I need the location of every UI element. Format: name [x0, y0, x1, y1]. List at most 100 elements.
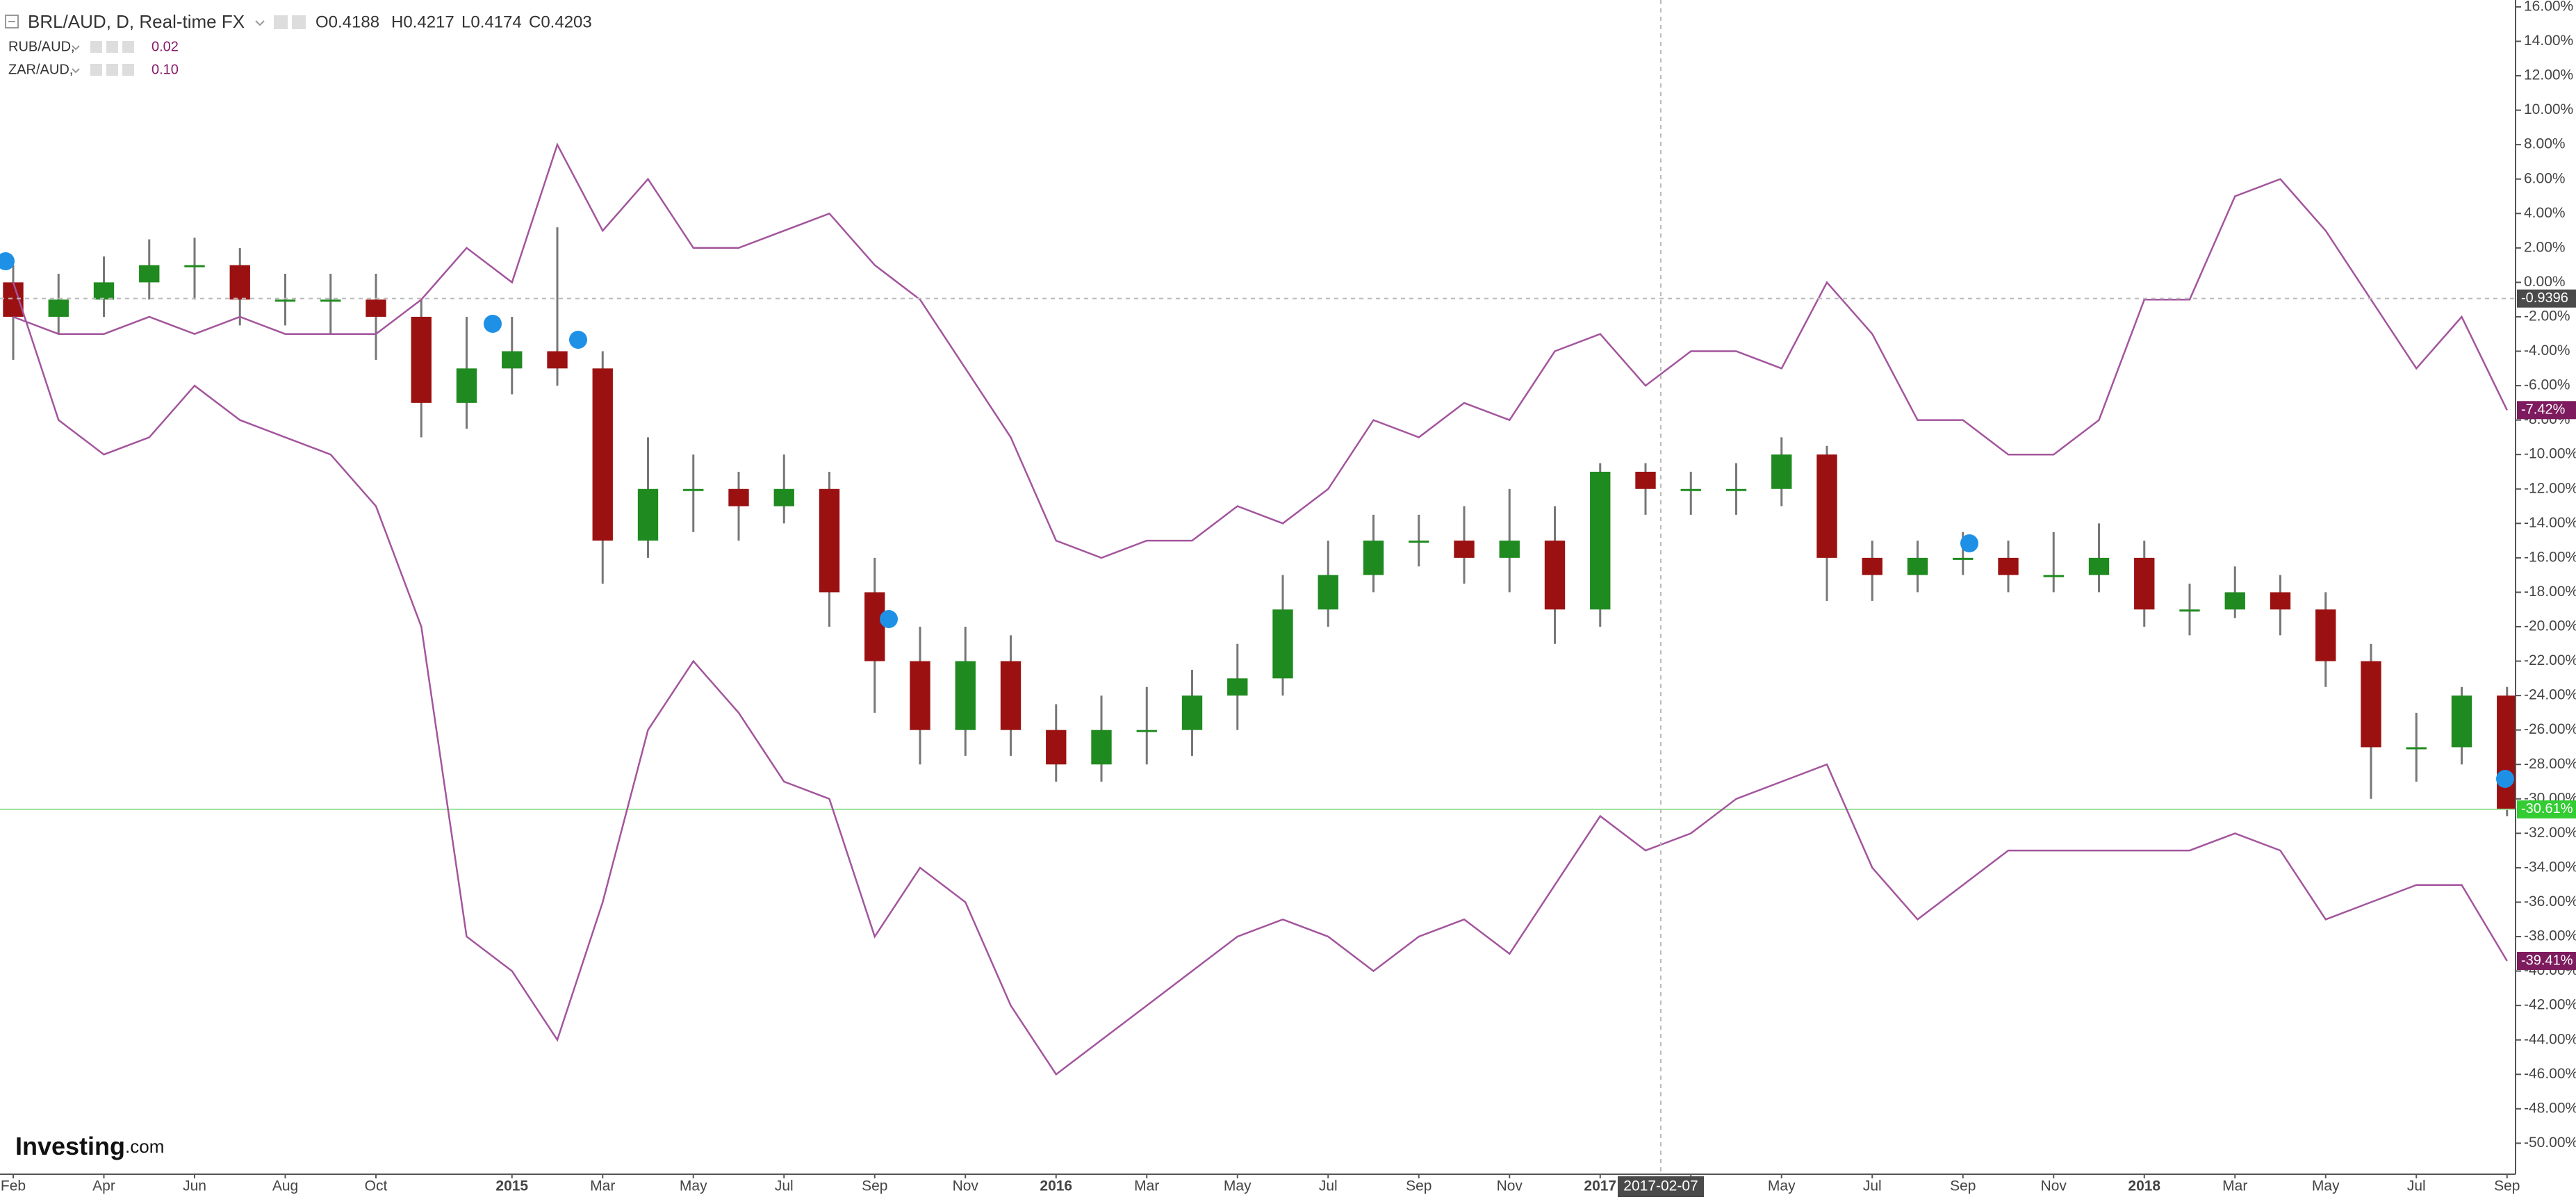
ohlc-low: L0.4174	[461, 13, 522, 31]
candle-body	[274, 299, 296, 302]
collapse-button[interactable]	[5, 15, 19, 28]
brand-logo: Investing.com	[15, 1132, 164, 1160]
y-tick-label: 12.00%	[2524, 67, 2573, 83]
pin[interactable]	[880, 610, 898, 628]
x-tick-label: Jul	[775, 1178, 794, 1194]
y-tick-label: -32.00%	[2524, 825, 2576, 841]
y-tick-label: -18.00%	[2524, 584, 2576, 600]
x-tick-label: Nov	[953, 1178, 979, 1194]
y-tick-label: 2.00%	[2524, 239, 2566, 255]
pin[interactable]	[569, 331, 587, 349]
x-tick-label: Jul	[1319, 1178, 1338, 1194]
y-tick-label: 8.00%	[2524, 136, 2566, 152]
candle-body	[139, 265, 160, 283]
ohlc-open: O0.4188	[315, 13, 379, 31]
candle-body	[1590, 471, 1611, 610]
price-axis-panel	[2516, 0, 2576, 1199]
dropdown[interactable]	[72, 68, 80, 74]
x-tick-label: Aug	[272, 1178, 298, 1194]
settings-button[interactable]	[106, 41, 118, 53]
candle-body	[1409, 541, 1429, 543]
series-line	[12, 282, 2508, 1076]
y-tick-label: 16.00%	[2524, 0, 2573, 14]
x-tick-label: Nov	[1497, 1178, 1523, 1194]
series-value: 0.02	[151, 39, 179, 54]
candle-body	[864, 592, 885, 661]
ohlc-high: H0.4217	[391, 13, 454, 31]
candle-body	[2361, 661, 2381, 748]
main-series-name: BRL/AUD, D, Real-time FX	[28, 11, 245, 32]
candle-body	[456, 368, 477, 403]
close-button[interactable]	[292, 15, 306, 29]
y-tick-label: 10.00%	[2524, 101, 2573, 117]
candle-body	[1272, 609, 1293, 679]
candle-body	[411, 316, 432, 403]
candle-body	[1544, 541, 1566, 610]
visibility-button[interactable]	[90, 64, 102, 76]
candle-body	[910, 661, 930, 730]
last-value-badge	[2517, 951, 2576, 970]
pin[interactable]	[2496, 770, 2514, 788]
x-tick-label: Sep	[1950, 1178, 1976, 1194]
close-button[interactable]	[122, 64, 134, 76]
candle-body	[1680, 488, 1701, 491]
dropdown[interactable]	[255, 20, 265, 26]
x-tick-label: Mar	[2222, 1178, 2247, 1194]
candle-body	[1725, 488, 1747, 491]
candle-body	[1862, 557, 1882, 575]
y-tick-label: 14.00%	[2524, 33, 2573, 49]
x-tick-label: May	[680, 1178, 707, 1194]
settings-button[interactable]	[106, 64, 118, 76]
event-pins	[0, 252, 2514, 788]
pin[interactable]	[1960, 534, 1978, 552]
candle-body	[955, 661, 976, 730]
x-tick-label: Jul	[2407, 1178, 2426, 1194]
crosshair-y-label: -0.9396	[2521, 290, 2568, 306]
candle-body	[2088, 557, 2110, 575]
visibility-button[interactable]	[90, 41, 102, 53]
x-tick-label: 2015	[495, 1178, 528, 1194]
pin[interactable]	[484, 315, 502, 333]
close-button[interactable]	[122, 41, 134, 53]
candle-body	[728, 488, 749, 507]
plot-area	[0, 0, 2518, 1174]
candle-body	[2179, 609, 2200, 612]
candle-body	[1998, 557, 2019, 575]
y-tick-label: -20.00%	[2524, 618, 2576, 634]
crosshair-x-badge	[1618, 1176, 1704, 1197]
candle-body	[366, 299, 386, 317]
candle-body	[1454, 541, 1475, 558]
y-tick-label: -4.00%	[2524, 343, 2570, 359]
settings-button[interactable]	[274, 15, 288, 29]
x-tick-label: Mar	[590, 1178, 615, 1194]
x-tick-label: Feb	[1, 1178, 26, 1194]
candle-body	[1907, 557, 1928, 575]
y-tick-label: -6.00%	[2524, 377, 2570, 393]
candle-body	[1136, 730, 1157, 732]
last-value-label: -7.42%	[2521, 402, 2566, 418]
x-tick-label: Sep	[862, 1178, 887, 1194]
y-tick-label: -34.00%	[2524, 859, 2576, 875]
candle-body	[592, 368, 613, 541]
candle-body	[1227, 678, 1248, 696]
y-tick-label: -24.00%	[2524, 687, 2576, 703]
crosshair-y-badge	[2517, 289, 2576, 308]
candle-body	[2497, 695, 2518, 809]
y-tick-label: -10.00%	[2524, 446, 2576, 462]
dropdown[interactable]	[72, 45, 80, 51]
y-tick-label: 6.00%	[2524, 170, 2566, 186]
x-tick-label: Mar	[1134, 1178, 1159, 1194]
y-tick-label: -50.00%	[2524, 1135, 2576, 1151]
y-tick-label: -28.00%	[2524, 756, 2576, 772]
candle-body	[1953, 557, 1974, 560]
pin[interactable]	[0, 252, 15, 270]
y-tick-label: -42.00%	[2524, 997, 2576, 1013]
candle-body	[773, 488, 794, 507]
series-name: ZAR/AUD,	[8, 62, 73, 77]
candle-body	[2270, 592, 2291, 610]
candle-body	[2315, 609, 2336, 661]
candle-body	[819, 488, 840, 593]
y-tick-label: -46.00%	[2524, 1066, 2576, 1082]
